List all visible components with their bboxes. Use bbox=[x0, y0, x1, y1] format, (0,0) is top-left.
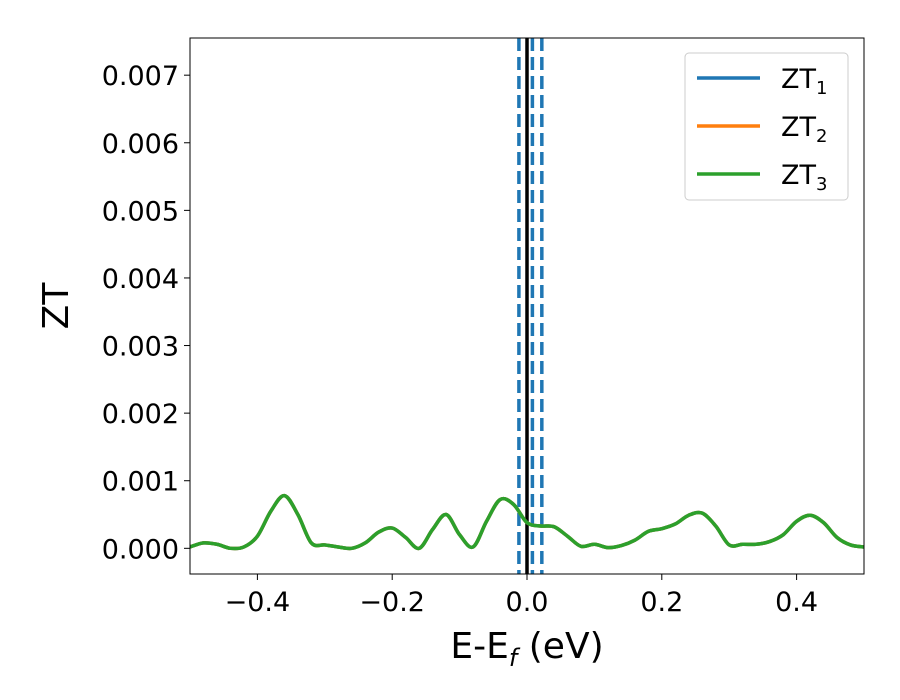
x-axis-title: E-Ef (eV) bbox=[450, 626, 603, 672]
y-axis: 0.000 0.001 0.002 0.003 0.004 0.005 0.006 0.007 bbox=[102, 61, 190, 565]
legend-label-zt3: ZT3 bbox=[781, 160, 827, 195]
y-tick-label: 0.003 bbox=[102, 332, 179, 363]
y-tick-label: 0.004 bbox=[102, 264, 179, 295]
y-tick-label: 0.000 bbox=[102, 534, 179, 565]
legend-label-main: ZT bbox=[781, 64, 816, 95]
y-tick-label: 0.007 bbox=[102, 61, 179, 92]
x-tick-label: 0.0 bbox=[506, 587, 549, 618]
legend-label-sub: 2 bbox=[816, 126, 827, 147]
legend-label-sub: 3 bbox=[816, 174, 827, 195]
x-tick-label: 0.2 bbox=[640, 587, 683, 618]
legend-label-main: ZT bbox=[781, 160, 816, 191]
x-axis: −0.4 −0.2 0.0 0.2 0.4 bbox=[225, 574, 818, 618]
legend-label-main: ZT bbox=[781, 112, 816, 143]
y-axis-title: ZT bbox=[36, 282, 77, 330]
y-tick-label: 0.005 bbox=[102, 196, 179, 227]
x-tick-label: −0.4 bbox=[225, 587, 291, 618]
series-line-zt3 bbox=[190, 493, 864, 551]
x-tick-label: 0.4 bbox=[775, 587, 818, 618]
y-tick-label: 0.001 bbox=[102, 467, 179, 498]
legend-box bbox=[684, 52, 849, 201]
legend-label-sub: 1 bbox=[816, 78, 827, 99]
x-axis-title-unit: (eV) bbox=[517, 626, 603, 667]
y-tick-label: 0.006 bbox=[102, 129, 179, 160]
x-tick-label: −0.2 bbox=[359, 587, 425, 618]
y-tick-label: 0.002 bbox=[102, 399, 179, 430]
legend-label-zt1: ZT1 bbox=[781, 64, 827, 99]
legend-label-zt2: ZT2 bbox=[781, 112, 827, 147]
x-axis-title-main: E-E bbox=[450, 626, 508, 667]
series-lines bbox=[190, 493, 864, 551]
reference-lines bbox=[517, 38, 544, 574]
